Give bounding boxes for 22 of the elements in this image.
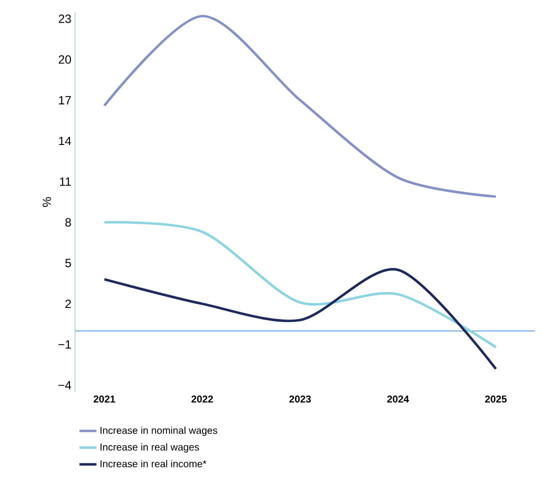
line-series	[103, 268, 498, 370]
y-tick-label: 23	[58, 14, 71, 24]
x-tick-label: 2024	[387, 396, 410, 403]
y-tick-label: 11	[60, 178, 71, 186]
x-tick-label: 2025	[485, 396, 507, 403]
y-tick-label: 2	[65, 300, 71, 308]
x-tick-label: 2023	[289, 396, 311, 403]
x-tick-label: 2022	[192, 396, 213, 403]
x-tick-label: 2021	[94, 396, 116, 403]
y-tick-label: 8	[65, 218, 71, 227]
y-tick-label: 14	[59, 136, 72, 146]
y-tick-label: 20	[58, 55, 72, 64]
y-tick-label: 5	[65, 258, 71, 268]
y-tick-label: −4	[58, 381, 72, 390]
legend-label: Increase in real wages	[100, 443, 199, 453]
y-tick-label: 17	[59, 96, 71, 104]
y-axis-title: %	[42, 197, 51, 207]
legend-label: Increase in nominal wages	[100, 426, 218, 436]
y-tick-label: −1	[58, 340, 71, 349]
legend-label: Increase in real income*	[100, 460, 206, 468]
line-series	[103, 221, 498, 348]
line-series	[103, 14, 498, 198]
